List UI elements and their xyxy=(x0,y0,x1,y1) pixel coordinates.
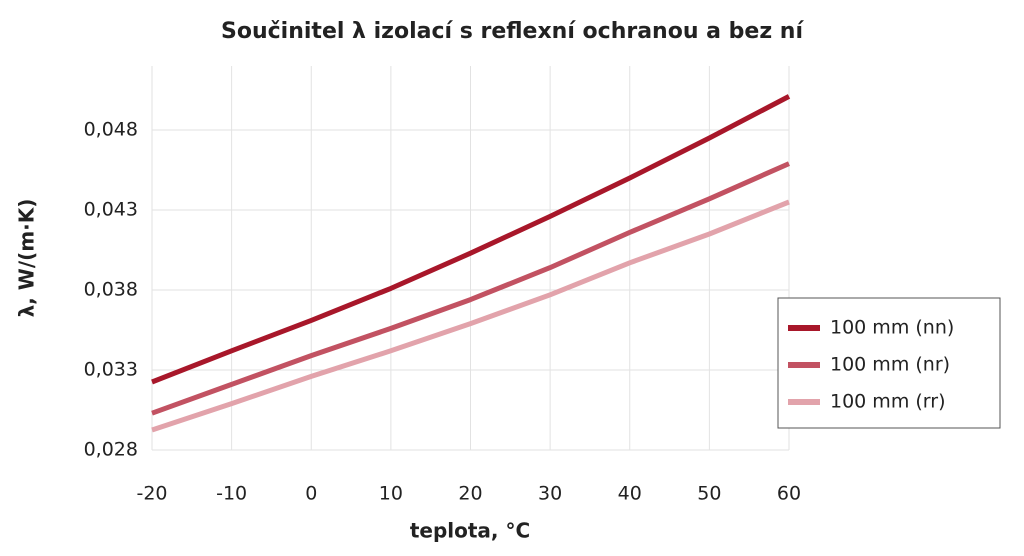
chart-title: Součinitel λ izolací s reflexní ochranou… xyxy=(221,19,804,44)
x-tick-label: -10 xyxy=(216,483,247,505)
legend: 100 mm (nn) 100 mm (nr) 100 mm (rr) xyxy=(777,297,1001,429)
y-tick-label: 0,048 xyxy=(84,119,138,141)
grid xyxy=(151,66,790,451)
series-line xyxy=(151,161,791,416)
x-tick-label: 50 xyxy=(697,483,721,505)
x-tick-label: 20 xyxy=(458,483,482,505)
x-axis-title: teplota, °C xyxy=(410,519,530,543)
x-tick-label: 10 xyxy=(379,483,403,505)
legend-label: 100 mm (nn) xyxy=(830,317,954,339)
y-tick-label: 0,043 xyxy=(84,199,138,221)
y-axis-title: λ, W/(m·K) xyxy=(15,199,39,318)
x-tick-label: -20 xyxy=(136,483,167,505)
x-tick-label: 60 xyxy=(777,483,801,505)
y-tick-label: 0,028 xyxy=(84,439,138,461)
series-line xyxy=(151,199,790,433)
y-tick-label: 0,038 xyxy=(84,279,138,301)
x-tick-label: 40 xyxy=(618,483,642,505)
series-line xyxy=(151,94,791,385)
x-tick-label: 30 xyxy=(538,483,562,505)
y-tick-label: 0,033 xyxy=(84,359,138,381)
x-tick-label: 0 xyxy=(305,483,317,505)
legend-label: 100 mm (rr) xyxy=(830,391,945,413)
legend-label: 100 mm (nr) xyxy=(830,354,950,376)
